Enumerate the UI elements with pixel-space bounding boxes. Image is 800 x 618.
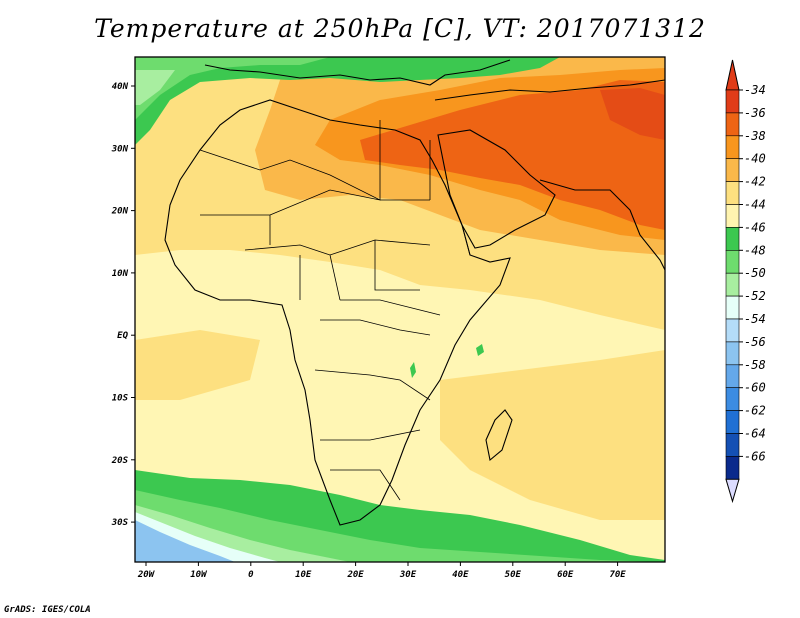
colorbar-swatch (725, 456, 740, 480)
colorbar-label: -40 (744, 152, 766, 166)
colorbar-swatch (725, 181, 740, 205)
colorbar-label: -54 (744, 312, 766, 326)
field-light-orange-sw (135, 330, 260, 400)
y-tick-label: 40N (112, 82, 129, 92)
madagascar-coastline (485, 409, 513, 462)
grads-credit: GrADS: IGES/COLA (4, 605, 91, 615)
y-tick-label: 30N (111, 144, 129, 154)
colorbar-label: -66 (744, 449, 766, 463)
field-red-orange-core (600, 88, 665, 140)
x-tick-label: 10W (190, 570, 208, 580)
colorbar-label: -58 (744, 358, 766, 372)
colorbar: -34 -36 -38 -40 -42 -44 -46 -48 -50 -52 -54 -56 -58 -… (725, 59, 766, 504)
colorbar-swatch (725, 135, 740, 160)
colorbar-label: -56 (744, 335, 766, 349)
colorbar-swatch (725, 387, 740, 411)
field-light-green-north (135, 57, 330, 120)
colorbar-swatch (725, 341, 740, 366)
x-tick-label: 70E (609, 570, 626, 580)
x-tick-label: 0 (248, 570, 254, 580)
field-blue-south (135, 520, 235, 562)
colorbar-label: -62 (744, 404, 766, 418)
colorbar-label: -36 (744, 106, 766, 120)
field-red-orange (360, 80, 665, 230)
temperature-field (135, 57, 665, 562)
colorbar-swatch (725, 158, 740, 182)
x-tick-label: 40E (452, 570, 469, 580)
x-tick-label: 30E (399, 570, 417, 580)
coastlines (164, 59, 665, 526)
colorbar-bottom-arrow (725, 478, 740, 504)
country-borders (199, 120, 471, 501)
plot-border (134, 56, 666, 563)
colorbar-swatch (725, 227, 740, 251)
colorbar-swatch (725, 112, 740, 137)
colorbar-swatch (725, 318, 740, 343)
x-tick-label: 20W (137, 570, 156, 580)
colorbar-swatch (725, 410, 740, 434)
colorbar-swatch (725, 272, 740, 297)
colorbar-label: -44 (744, 198, 766, 212)
colorbar-label: -46 (744, 220, 766, 234)
y-tick-label: 10S (112, 394, 129, 404)
y-tick-label: 20N (111, 207, 129, 217)
colorbar-label: -64 (744, 427, 766, 441)
colorbar-label: -60 (744, 381, 766, 395)
colorbar-swatch (725, 433, 740, 457)
x-axis-ticks: 20W 10W 0 10E 20E 30E 40E 50E 60E 70E (137, 562, 626, 580)
y-tick-label: 10N (112, 269, 129, 279)
field-green-patch-1 (476, 344, 484, 356)
colorbar-swatch (725, 204, 740, 228)
colorbar-label: -50 (744, 266, 766, 280)
field-green-patch-2 (410, 362, 416, 378)
field-light-orange-south (440, 350, 665, 520)
colorbar-swatch (725, 89, 740, 114)
africa-coastline (164, 99, 511, 526)
x-tick-label: 10E (295, 570, 312, 580)
y-tick-label: 20S (111, 456, 129, 466)
colorbar-label: -42 (744, 175, 766, 189)
colorbar-top-arrow (725, 59, 740, 91)
arabia-coastline (437, 129, 556, 249)
y-axis-ticks: 40N 30N 20N 10N EQ 10S 20S 30S (111, 82, 135, 528)
map-title: Temperature at 250hPa [C], VT: 201707131… (94, 14, 706, 43)
colorbar-label: -34 (744, 83, 766, 97)
colorbar-swatch (725, 295, 740, 320)
asia-coastline (434, 79, 665, 271)
y-tick-label: EQ (117, 331, 128, 341)
colorbar-label: -52 (744, 289, 766, 303)
y-tick-label: 30S (111, 518, 129, 528)
europe-coastline (204, 59, 511, 86)
colorbar-swatch (725, 364, 740, 388)
x-tick-label: 50E (505, 570, 522, 580)
field-light-green-south (135, 490, 665, 562)
colorbar-swatch (725, 250, 740, 274)
x-tick-label: 60E (557, 570, 574, 580)
colorbar-label: -38 (744, 129, 766, 143)
colorbar-label: -48 (744, 243, 766, 257)
x-tick-label: 20E (346, 570, 364, 580)
field-pale-green-north (135, 70, 175, 105)
